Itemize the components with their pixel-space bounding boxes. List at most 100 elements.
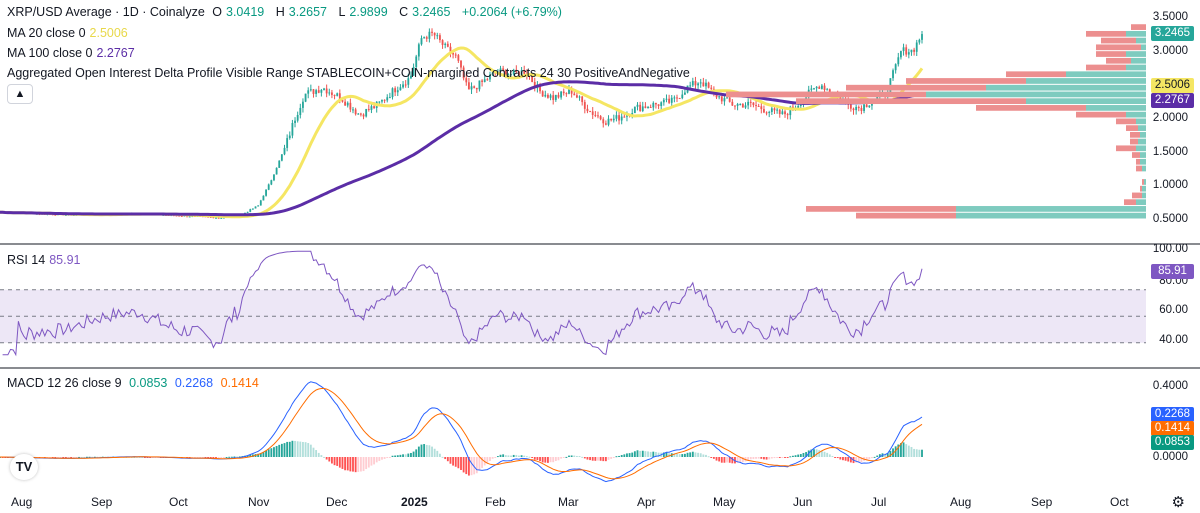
macd-histogram-bar — [67, 457, 70, 458]
rsi-tick: 60.00 — [1159, 304, 1188, 316]
macd-histogram-bar — [802, 452, 805, 457]
oi-profile-negative — [1006, 71, 1066, 78]
macd-histogram-bar — [194, 457, 196, 458]
macd-histogram-bar — [62, 457, 65, 458]
macd-histogram-bar — [644, 451, 647, 457]
macd-histogram-bar — [404, 454, 407, 457]
candle-body — [863, 104, 865, 111]
oi-profile-negative — [1140, 185, 1142, 192]
ohlc-open: O 3.0419 — [212, 5, 265, 19]
macd-histogram-bar — [373, 457, 375, 465]
candle-body — [702, 82, 705, 87]
oi-profile-positive — [1142, 185, 1146, 192]
candle-body — [312, 89, 315, 94]
macd-histogram-bar — [826, 452, 829, 457]
candle-body — [175, 215, 178, 217]
oi-profile-negative — [1086, 30, 1126, 37]
candle-body — [599, 116, 602, 120]
macd-histogram-bar — [325, 457, 328, 460]
macd-histogram-bar — [312, 447, 315, 457]
macd-histogram-bar — [336, 457, 339, 466]
chevron-up-icon[interactable]: ▲ — [7, 84, 33, 104]
macd-histogram-bar — [752, 457, 755, 459]
macd-histogram-bar — [784, 457, 786, 458]
candle-body — [620, 116, 623, 121]
macd-legend[interactable]: MACD 12 26 close 9 0.0853 0.2268 0.1414 — [7, 376, 259, 390]
candle-body — [217, 217, 220, 219]
macd-histogram-bar — [889, 450, 892, 457]
macd-histogram-bar — [352, 457, 354, 472]
oi-profile-negative — [1096, 51, 1126, 57]
macd-histogram-bar — [589, 457, 591, 461]
ma100-price-tag: 2.2767 — [1151, 93, 1194, 108]
candle-body — [373, 106, 375, 109]
candle-body — [433, 32, 436, 36]
candle-body — [565, 93, 568, 95]
candle-body — [504, 70, 507, 77]
macd-histogram-bar — [657, 452, 660, 457]
macd-histogram-bar — [591, 457, 594, 461]
macd-histogram-bar — [265, 450, 267, 457]
ma100-legend[interactable]: MA 100 close 0 2.2767 — [7, 46, 135, 60]
candle-body — [296, 115, 299, 121]
macd-histogram-bar — [831, 455, 834, 457]
macd-histogram-bar — [834, 457, 836, 458]
candle-body — [907, 52, 910, 55]
oi-profile-legend[interactable]: Aggregated Open Interest Delta Profile V… — [7, 66, 690, 80]
candle-body — [544, 94, 547, 97]
candle-body — [420, 38, 423, 45]
macd-signal-line — [0, 388, 923, 480]
candle-body — [589, 111, 591, 113]
macd-histogram-bar — [523, 455, 526, 457]
macd-histogram-bar — [273, 447, 275, 457]
time-label: Nov — [248, 495, 270, 509]
time-label: Aug — [11, 495, 33, 509]
candle-body — [681, 94, 684, 99]
candle-body — [744, 105, 747, 108]
price-tick: 1.0000 — [1152, 179, 1188, 191]
ma20-legend[interactable]: MA 20 close 0 2.5006 — [7, 26, 128, 40]
candle-body — [317, 90, 320, 93]
candle-body — [799, 104, 802, 106]
rsi-legend[interactable]: RSI 14 85.91 — [7, 253, 81, 267]
candle-body — [900, 51, 902, 58]
macd-histogram-bar — [209, 457, 212, 458]
candle-body — [652, 102, 655, 108]
macd-histogram-bar — [776, 457, 779, 458]
symbol-title[interactable]: XRP/USD Average · 1D · Coinalyze — [7, 5, 205, 19]
macd-histogram-bar — [607, 457, 610, 460]
macd-histogram-bar — [320, 455, 323, 457]
macd-histogram-bar — [789, 456, 792, 458]
macd-histogram-bar — [473, 457, 476, 475]
candle-body — [523, 70, 526, 74]
macd-histogram-bar — [499, 454, 502, 457]
time-label: Oct — [1110, 495, 1129, 509]
candle-body — [897, 57, 900, 65]
macd-histogram-bar — [884, 453, 887, 457]
macd-histogram-bar — [565, 456, 568, 458]
oi-profile-positive — [1026, 98, 1146, 105]
oi-profile-negative — [1130, 131, 1140, 138]
candle-body — [905, 47, 908, 55]
candle-body — [391, 88, 394, 98]
time-label: Feb — [485, 495, 506, 509]
tradingview-logo[interactable]: TV — [10, 454, 38, 480]
oi-profile-negative — [1086, 64, 1126, 71]
gear-icon[interactable]: ⚙ — [1171, 494, 1185, 511]
macd-histogram-bar — [886, 453, 889, 457]
candle-body — [357, 113, 360, 115]
candle-body — [910, 49, 913, 53]
candle-body — [662, 99, 665, 103]
macd-histogram-bar — [143, 457, 146, 458]
ohlc-change: +0.2064 (+6.79%) — [461, 5, 562, 19]
candle-body — [894, 64, 897, 71]
candle-body — [763, 109, 765, 113]
candle-body — [54, 214, 57, 216]
macd-histogram-bar — [88, 456, 91, 458]
macd-histogram-bar — [452, 457, 455, 466]
macd-histogram-bar — [201, 457, 204, 458]
candle-body — [315, 90, 318, 94]
macd-histogram-bar — [549, 457, 552, 463]
candle-body — [294, 120, 296, 124]
